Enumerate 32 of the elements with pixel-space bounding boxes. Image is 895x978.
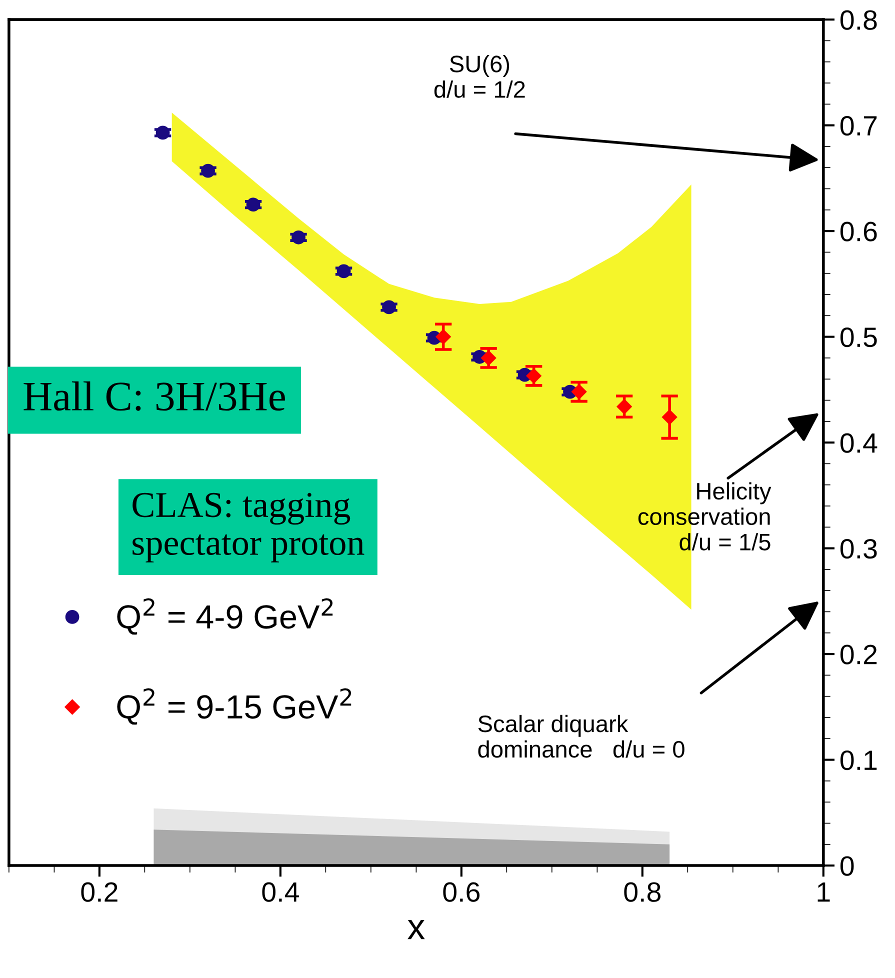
point xyxy=(662,410,678,425)
point xyxy=(246,198,260,212)
y-tick-label: 0.5 xyxy=(840,327,877,348)
annotation: Scalar diquark dominance d/u = 0 xyxy=(478,714,684,758)
x-tick-label: 0.8 xyxy=(624,882,661,902)
point xyxy=(436,329,451,344)
x-tick-label: 0.2 xyxy=(81,882,118,902)
y-tick-label: 0.8 xyxy=(840,10,877,30)
y-tick-label: 0.4 xyxy=(840,433,878,453)
legend-label: Q$^{2}$ = 4-9 GeV$^{2}$ xyxy=(117,598,333,635)
y-tick-label: 0 xyxy=(840,856,854,876)
x-axis-title: x xyxy=(408,920,425,940)
point xyxy=(336,264,351,278)
x-tick-label: 1 xyxy=(818,882,830,902)
point xyxy=(616,399,632,414)
y-tick-label: 0.6 xyxy=(840,222,877,242)
point xyxy=(156,126,170,140)
y-tick-label: 0.7 xyxy=(840,116,877,136)
point xyxy=(382,300,396,314)
y-tick-label: 0.2 xyxy=(840,644,877,664)
y-tick-label: 0.1 xyxy=(840,750,877,770)
x-tick-label: 0.4 xyxy=(262,882,299,902)
point xyxy=(571,384,587,400)
annotation: Hall C: 3H/3He xyxy=(24,381,285,411)
point xyxy=(292,230,306,244)
annotation: SU(6) d/u = 1/2 xyxy=(434,55,525,98)
y-tick-label: 0.3 xyxy=(840,538,877,559)
legend-label: Q$^{2}$ = 9-15 GeV$^{2}$ xyxy=(117,688,352,725)
x-tick-label: 0.6 xyxy=(443,882,480,902)
annotation: CLAS: tagging spectator proton xyxy=(132,492,364,562)
point xyxy=(526,368,542,384)
point xyxy=(201,164,215,178)
